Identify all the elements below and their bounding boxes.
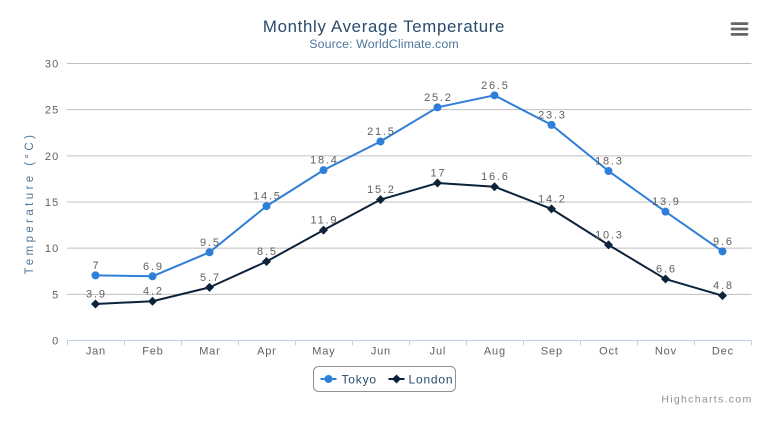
- svg-text:Mar: Mar: [199, 346, 220, 358]
- svg-text:Dec: Dec: [712, 346, 734, 358]
- svg-text:5: 5: [52, 289, 59, 301]
- svg-text:3.9: 3.9: [86, 289, 107, 301]
- svg-text:9.5: 9.5: [200, 237, 221, 249]
- svg-text:15.2: 15.2: [367, 184, 396, 196]
- svg-text:6.9: 6.9: [143, 261, 164, 273]
- svg-text:17: 17: [430, 168, 446, 180]
- svg-text:25: 25: [45, 105, 60, 117]
- svg-text:Jul: Jul: [430, 346, 446, 358]
- svg-text:4.8: 4.8: [713, 280, 734, 292]
- svg-text:18.4: 18.4: [310, 155, 339, 167]
- svg-text:Feb: Feb: [142, 346, 163, 358]
- svg-text:6.6: 6.6: [656, 264, 677, 276]
- svg-text:Aug: Aug: [484, 346, 506, 358]
- svg-text:10.3: 10.3: [595, 229, 624, 241]
- svg-text:21.5: 21.5: [367, 126, 396, 138]
- svg-text:Nov: Nov: [655, 346, 677, 358]
- svg-text:26.5: 26.5: [481, 80, 510, 92]
- svg-text:Temperature (°C): Temperature (°C): [24, 132, 36, 275]
- svg-text:20: 20: [45, 151, 60, 163]
- svg-text:Monthly Average Temperature: Monthly Average Temperature: [263, 17, 505, 36]
- svg-text:5.7: 5.7: [200, 272, 221, 284]
- svg-text:Highcharts.com: Highcharts.com: [661, 394, 752, 406]
- svg-text:23.3: 23.3: [538, 109, 567, 121]
- svg-text:8.5: 8.5: [257, 246, 278, 258]
- svg-text:London: London: [409, 373, 454, 387]
- svg-text:Jun: Jun: [371, 346, 391, 358]
- svg-text:Apr: Apr: [257, 346, 277, 358]
- svg-text:18.3: 18.3: [595, 156, 624, 168]
- svg-text:15: 15: [45, 197, 60, 209]
- svg-text:Sep: Sep: [541, 346, 563, 358]
- svg-text:0: 0: [52, 336, 59, 348]
- svg-text:Oct: Oct: [599, 346, 619, 358]
- svg-text:4.2: 4.2: [143, 286, 164, 298]
- svg-text:9.6: 9.6: [713, 236, 734, 248]
- svg-text:Jan: Jan: [86, 346, 106, 358]
- svg-text:7: 7: [92, 260, 100, 272]
- svg-text:May: May: [312, 346, 335, 358]
- svg-text:13.9: 13.9: [652, 196, 681, 208]
- svg-text:10: 10: [45, 243, 60, 255]
- svg-text:Source: WorldClimate.com: Source: WorldClimate.com: [309, 37, 459, 51]
- svg-text:14.2: 14.2: [538, 193, 567, 205]
- svg-text:25.2: 25.2: [424, 92, 453, 104]
- svg-text:14.5: 14.5: [253, 191, 282, 203]
- svg-text:Tokyo: Tokyo: [342, 373, 377, 387]
- svg-text:16.6: 16.6: [481, 171, 510, 183]
- svg-text:30: 30: [45, 59, 60, 71]
- svg-text:11.9: 11.9: [311, 215, 339, 227]
